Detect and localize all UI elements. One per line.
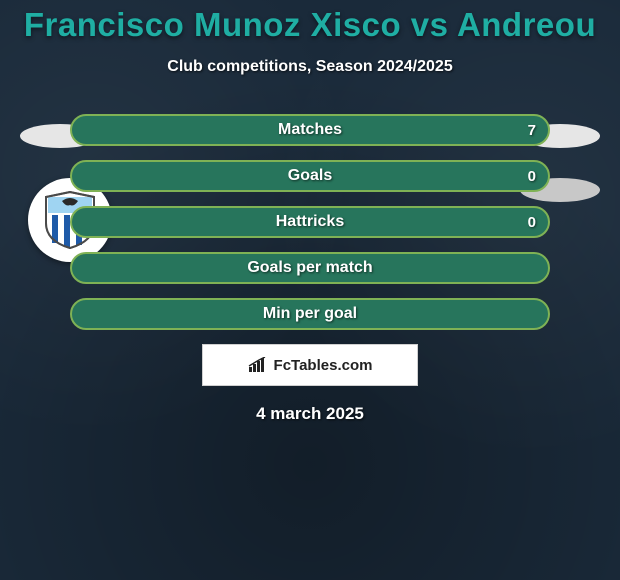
stat-row: Goals per match (70, 252, 550, 284)
stat-label: Goals (288, 167, 332, 185)
stat-left-value (72, 116, 96, 144)
page-subtitle: Club competitions, Season 2024/2025 (0, 58, 620, 76)
stat-left-value (72, 254, 96, 282)
brand-label: FcTables.com (274, 357, 373, 374)
stat-right-value: 7 (516, 116, 548, 144)
stat-left-value (72, 208, 96, 236)
stat-right-value (524, 254, 548, 282)
stat-right-value (524, 300, 548, 328)
stat-label: Matches (278, 121, 342, 139)
stat-right-value: 0 (516, 162, 548, 190)
bar-chart-icon (248, 357, 268, 373)
page-title: Francisco Munoz Xisco vs Andreou (0, 6, 620, 44)
stat-row: Min per goal (70, 298, 550, 330)
stat-left-value (72, 162, 96, 190)
stat-row: Goals 0 (70, 160, 550, 192)
stat-right-value: 0 (516, 208, 548, 236)
stat-label: Goals per match (247, 259, 372, 277)
stat-row: Matches 7 (70, 114, 550, 146)
brand-watermark: FcTables.com (202, 344, 418, 386)
stat-label: Hattricks (276, 213, 344, 231)
stat-left-value (72, 300, 96, 328)
stat-row: Hattricks 0 (70, 206, 550, 238)
stat-label: Min per goal (263, 305, 357, 323)
stats-list: Matches 7 Goals 0 Hattricks 0 Goals per … (70, 114, 550, 330)
date-label: 4 march 2025 (0, 404, 620, 424)
